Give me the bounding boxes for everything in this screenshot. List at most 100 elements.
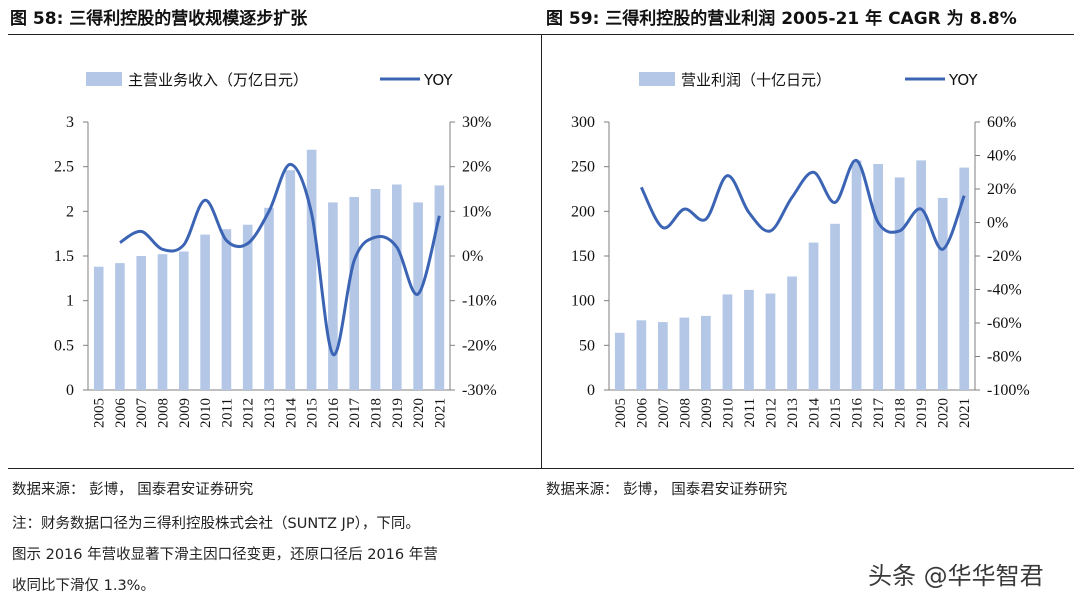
middle-divider: [541, 35, 542, 468]
figure-58-source: 数据来源： 彭博， 国泰君安证券研究: [12, 482, 254, 498]
left-tick-label: 200: [571, 203, 595, 220]
x-tick-label: 2016: [326, 398, 342, 429]
bar: [306, 149, 317, 390]
bar: [701, 315, 711, 390]
x-tick-label: 2013: [262, 398, 278, 428]
legend-bar-label: 营业利润（十亿日元）: [681, 71, 831, 89]
x-tick-label: 2008: [677, 398, 693, 428]
x-tick-label: 2005: [92, 398, 108, 428]
x-tick-label: 2017: [871, 398, 887, 429]
left-tick-label: 300: [571, 114, 595, 131]
x-tick-label: 2018: [893, 398, 909, 428]
x-tick-label: 2009: [177, 398, 193, 428]
x-tick-label: 2019: [390, 398, 406, 428]
bar: [370, 189, 381, 390]
x-tick-label: 2011: [742, 398, 758, 427]
watermark: 头条 @华华智君: [868, 562, 1044, 590]
x-tick-label: 2016: [850, 398, 866, 429]
x-tick-label: 2017: [347, 398, 363, 429]
x-tick-label: 2015: [828, 398, 844, 428]
note-line-3: 收同比下滑仅 1.3%。: [12, 578, 155, 594]
legend-line-label: YOY: [948, 71, 978, 89]
legend-bar-swatch: [639, 72, 675, 86]
bar: [413, 202, 423, 390]
figure-59-title: 图 59: 三得利控股的营业利润 2005-21 年 CAGR 为 8.8%: [546, 9, 1017, 29]
left-tick-label: 50: [579, 337, 595, 354]
bar: [157, 254, 168, 390]
right-tick-label: 20%: [462, 159, 491, 176]
x-tick-label: 2018: [369, 398, 385, 428]
left-tick-label: 100: [571, 293, 595, 310]
bar: [221, 229, 232, 390]
bar: [136, 256, 146, 390]
x-tick-label: 2006: [634, 398, 650, 429]
x-tick-label: 2010: [198, 398, 214, 428]
right-tick-label: 40%: [987, 148, 1016, 165]
operating-profit-chart: 营业利润（十亿日元） YOY 0 50 100 150 200 250 300 -100% -80%…: [571, 71, 1030, 429]
bar: [285, 170, 296, 390]
bar: [434, 185, 445, 390]
bar: [830, 223, 840, 390]
bar: [765, 293, 776, 390]
note-line-1: 注：财务数据口径为三得利控股株式会社（SUNTZ JP），下同。: [12, 516, 420, 532]
x-tick-label: 2008: [156, 398, 172, 428]
bar: [937, 197, 948, 390]
right-tick-label: -40%: [987, 282, 1022, 299]
right-tick-label: -30%: [462, 382, 497, 399]
right-tick-label: 60%: [987, 114, 1016, 131]
right-tick-label: -20%: [987, 248, 1022, 265]
note-line-2: 图示 2016 年营收显著下滑主因口径变更，还原口径后 2016 年营: [12, 547, 438, 563]
x-tick-label: 2006: [113, 398, 129, 429]
left-tick-label: 150: [571, 248, 595, 265]
left-tick-label: 0.5: [54, 337, 74, 354]
left-tick-label: 250: [571, 159, 595, 176]
right-tick-label: 30%: [462, 114, 491, 131]
x-tick-label: 2012: [241, 398, 257, 428]
bar: [787, 276, 797, 390]
x-tick-label: 2020: [411, 398, 427, 428]
x-tick-label: 2014: [283, 398, 299, 429]
x-tick-label: 2007: [134, 398, 150, 429]
bar: [614, 332, 625, 390]
legend-bar-swatch: [86, 72, 122, 86]
x-tick-label: 2010: [720, 398, 736, 428]
left-tick-label: 2.5: [54, 159, 74, 176]
bar: [916, 160, 926, 390]
top-rule: [8, 34, 1074, 35]
bar: [636, 320, 647, 390]
left-tick-label: 3: [66, 114, 74, 131]
x-tick-label: 2007: [656, 398, 672, 429]
bar: [744, 289, 754, 390]
bar: [392, 184, 402, 390]
bar: [679, 317, 690, 390]
x-tick-label: 2020: [936, 398, 952, 428]
bar: [93, 266, 104, 390]
bar: [808, 242, 819, 390]
legend-bar-label: 主营业务收入（万亿日元）: [128, 71, 308, 89]
bar: [658, 322, 668, 390]
x-tick-label: 2005: [613, 398, 629, 428]
left-tick-label: 0: [66, 382, 74, 399]
bar: [722, 294, 733, 390]
x-tick-label: 2015: [305, 398, 321, 428]
right-tick-label: 20%: [987, 181, 1016, 198]
bar: [115, 263, 125, 390]
bar: [959, 167, 970, 390]
x-tick-label: 2021: [957, 398, 973, 428]
bar: [851, 160, 862, 390]
x-tick-label: 2014: [807, 398, 823, 429]
left-tick-label: 1: [66, 293, 74, 310]
right-tick-label: -100%: [987, 382, 1030, 399]
bar: [200, 234, 210, 390]
right-tick-label: -80%: [987, 349, 1022, 366]
right-tick-label: 0%: [462, 248, 483, 265]
left-tick-label: 0: [587, 382, 595, 399]
bar: [242, 224, 253, 390]
right-tick-label: -60%: [987, 315, 1022, 332]
x-tick-label: 2012: [764, 398, 780, 428]
x-tick-label: 2009: [699, 398, 715, 428]
figure-58-title: 图 58: 三得利控股的营收规模逐步扩张: [10, 9, 308, 29]
right-tick-label: 0%: [987, 215, 1008, 232]
bar: [179, 251, 189, 390]
bottom-rule: [8, 468, 1074, 469]
